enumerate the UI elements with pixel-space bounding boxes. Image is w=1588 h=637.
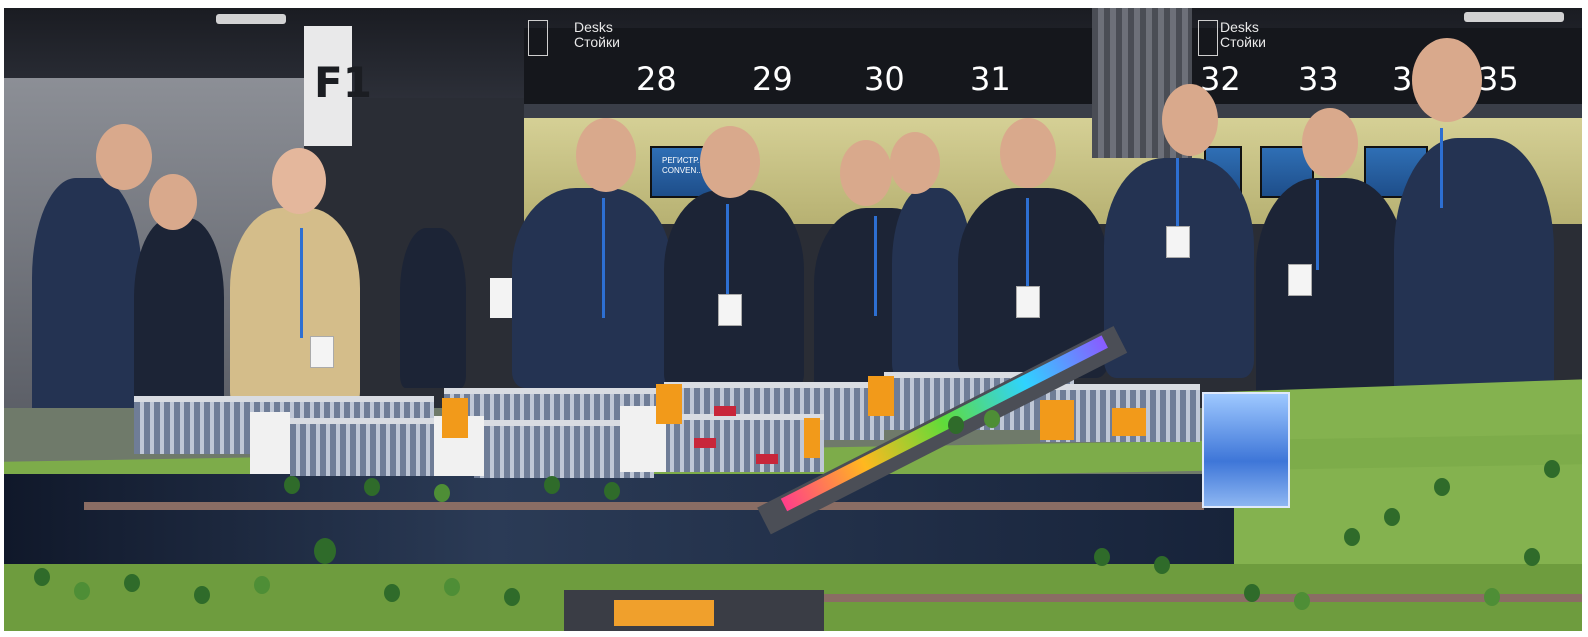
desk-number: 29 — [752, 60, 793, 98]
model-orange-accent — [442, 398, 468, 438]
model-tree — [434, 484, 450, 502]
back-wall — [524, 28, 1582, 118]
badge — [718, 294, 742, 326]
model-orange-accent — [656, 384, 682, 424]
model-front-platform-light — [614, 600, 714, 626]
desks-sign-icon — [1198, 20, 1218, 56]
model-white-wedge — [250, 412, 290, 474]
model-tree — [1484, 588, 1500, 606]
person-head — [149, 174, 197, 230]
desk-number: 31 — [970, 60, 1011, 98]
badge — [1016, 286, 1040, 318]
registration-screen-text: РЕГИСТР... CONVEN... — [662, 156, 704, 175]
model-tree — [284, 476, 300, 494]
model-tree — [504, 588, 520, 606]
person-head — [576, 118, 636, 192]
ceiling-light — [1464, 12, 1564, 22]
badge — [310, 336, 334, 368]
model-building — [664, 414, 824, 472]
model-tree — [1544, 460, 1560, 478]
model-red-accent — [714, 406, 736, 416]
model-tree — [124, 574, 140, 592]
desks-sign-ru: Стойки — [1220, 34, 1266, 50]
desks-sign-icon — [528, 20, 548, 56]
lanyard — [1316, 180, 1319, 270]
lanyard — [1440, 128, 1443, 208]
model-tree — [1244, 584, 1260, 602]
f1-label: F1 — [314, 58, 372, 107]
desks-sign-en: Desks — [574, 19, 613, 35]
f1-panel — [304, 26, 352, 146]
crowd — [4, 38, 1582, 428]
lanyard — [1026, 198, 1029, 298]
person-head — [272, 148, 326, 214]
lanyard — [1176, 158, 1179, 248]
desks-sign-left: Desks Стойки — [574, 20, 620, 50]
person-head — [1302, 108, 1358, 178]
model-tree — [604, 482, 620, 500]
lanyard — [300, 228, 303, 338]
person — [134, 218, 224, 418]
person-head — [890, 132, 940, 194]
model-tree — [1094, 548, 1110, 566]
desks-sign-ru: Стойки — [574, 34, 620, 50]
person — [230, 208, 360, 408]
person-head — [840, 140, 892, 206]
model-tree — [364, 478, 380, 496]
model-tree — [194, 586, 210, 604]
photo: F1 Desks Стойки Desks Стойки 28 29 30 31… — [4, 8, 1582, 631]
desk-number: 35 — [1478, 60, 1519, 98]
desk-number: 3 — [1392, 60, 1413, 98]
person — [512, 188, 672, 388]
model-tree — [254, 576, 270, 594]
desks-sign-right: Desks Стойки — [1220, 20, 1266, 50]
person — [664, 190, 804, 390]
model-tree — [544, 476, 560, 494]
model-tree — [984, 410, 1000, 428]
model-red-accent — [694, 438, 716, 448]
lanyard — [874, 216, 877, 316]
model-red-accent — [756, 454, 778, 464]
model-glass-tower — [1202, 392, 1290, 508]
model-orange-accent — [1040, 400, 1074, 440]
ceiling-light — [216, 14, 286, 24]
person — [400, 228, 466, 388]
model-building — [290, 418, 440, 476]
desks-sign-en: Desks — [1220, 19, 1259, 35]
desk-number: 33 — [1298, 60, 1339, 98]
model-tree — [384, 584, 400, 602]
model-tree — [948, 416, 964, 434]
model-road — [84, 502, 1204, 510]
model-tree — [1344, 528, 1360, 546]
person — [1394, 138, 1554, 418]
desk-number: 30 — [864, 60, 905, 98]
model-road — [824, 594, 1582, 602]
model-tree — [1154, 556, 1170, 574]
model-orange-accent — [868, 376, 894, 416]
person-head — [700, 126, 760, 198]
model-orange-accent — [804, 418, 820, 458]
person — [1104, 158, 1254, 378]
badge — [1288, 264, 1312, 296]
model-tree — [314, 538, 336, 564]
person — [32, 178, 142, 428]
model-tree — [1294, 592, 1310, 610]
badge — [1166, 226, 1190, 258]
model-tree — [1434, 478, 1450, 496]
person — [1256, 178, 1406, 408]
model-tree — [1524, 548, 1540, 566]
person-head — [1162, 84, 1218, 156]
desk-number: 28 — [636, 60, 677, 98]
model-orange-accent — [1112, 408, 1146, 436]
model-tree — [1384, 508, 1400, 526]
lanyard — [602, 198, 605, 318]
person-head — [96, 124, 152, 190]
model-tree — [74, 582, 90, 600]
person-head — [1000, 118, 1056, 188]
person-head — [1412, 38, 1482, 122]
model-tree — [444, 578, 460, 596]
model-tree — [34, 568, 50, 586]
lanyard — [726, 204, 729, 324]
